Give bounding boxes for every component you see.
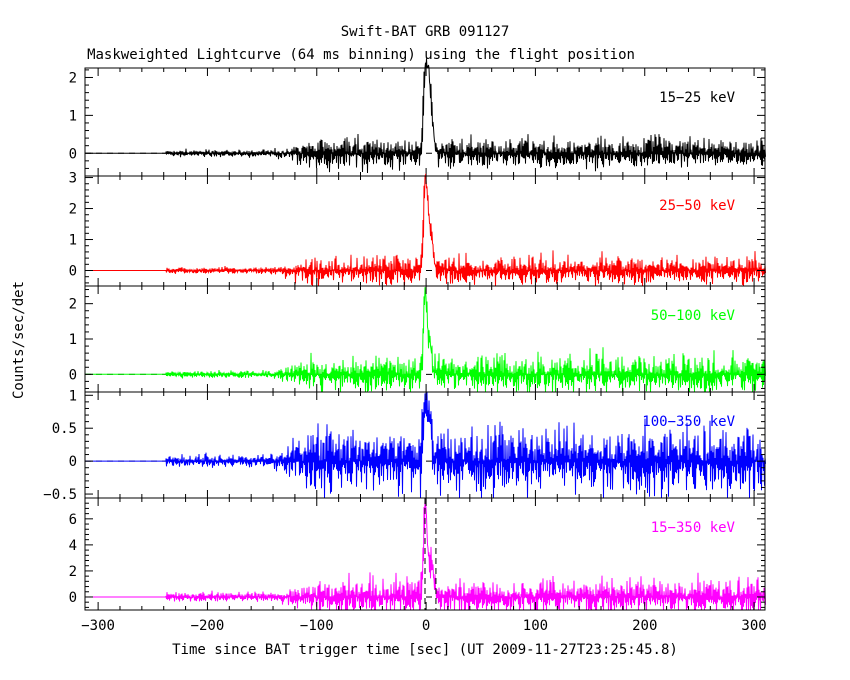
chart-title: Swift-BAT GRB 091127 <box>341 24 510 40</box>
x-axis-label: Time since BAT trigger time [sec] (UT 20… <box>172 642 678 658</box>
panels-group: 0 1 2 15−25 keV 0 1 2 3 25−50 keV 0 1 2 50−100 keV −0… <box>43 58 767 634</box>
panel-1: 0 1 2 15−25 keV <box>69 58 766 177</box>
panel-frame <box>84 497 766 611</box>
y-tick-label: 6 <box>69 512 77 528</box>
y-tick-label: 0.5 <box>52 421 77 437</box>
y-tick-label: 0 <box>69 590 77 606</box>
x-tick-label: 0 <box>422 618 430 634</box>
band-label: 25−50 keV <box>659 198 735 214</box>
y-tick-label: 0 <box>69 146 77 162</box>
y-tick-label: 2 <box>69 202 77 218</box>
y-tick-label: 0 <box>69 264 77 280</box>
y-tick-label: 2 <box>69 297 77 313</box>
x-tick-label: 100 <box>523 618 548 634</box>
lightcurve-trace <box>85 497 766 611</box>
x-tick-label: 300 <box>741 618 766 634</box>
chart-subtitle: Maskweighted Lightcurve (64 ms binning) … <box>87 47 635 63</box>
y-tick-label: 1 <box>69 332 77 348</box>
lightcurve-trace <box>85 58 766 174</box>
y-tick-label: 1 <box>69 108 77 124</box>
lightcurve-trace <box>85 287 766 393</box>
panel-4: −0.5 0 0.5 1 100−350 keV <box>43 388 766 503</box>
y-tick-label: 2 <box>69 564 77 580</box>
x-tick-label: −100 <box>300 618 334 634</box>
y-tick-label: 3 <box>69 171 77 187</box>
x-tick-label: −300 <box>81 618 115 634</box>
y-tick-label: −0.5 <box>43 487 77 503</box>
y-tick-label: 4 <box>69 538 77 554</box>
band-label: 50−100 keV <box>651 308 736 324</box>
x-tick-label: 200 <box>632 618 657 634</box>
x-tick-label: −200 <box>191 618 225 634</box>
y-tick-label: 2 <box>69 70 77 86</box>
band-label: 15−25 keV <box>659 90 735 106</box>
y-axis-label: Counts/sec/det <box>11 281 27 399</box>
lightcurve-trace <box>85 173 766 287</box>
panel-2: 0 1 2 3 25−50 keV <box>69 171 766 287</box>
band-label: 100−350 keV <box>642 414 735 430</box>
panel-5: 0 2 4 6 15−350 keV <box>69 497 766 611</box>
y-tick-label: 1 <box>69 233 77 249</box>
panel-3: 0 1 2 50−100 keV <box>69 285 766 393</box>
y-tick-label: 0 <box>69 367 77 383</box>
y-tick-label: 0 <box>69 454 77 470</box>
y-tick-label: 1 <box>69 388 77 404</box>
lightcurve-trace <box>85 391 766 499</box>
band-label: 15−350 keV <box>651 520 736 536</box>
